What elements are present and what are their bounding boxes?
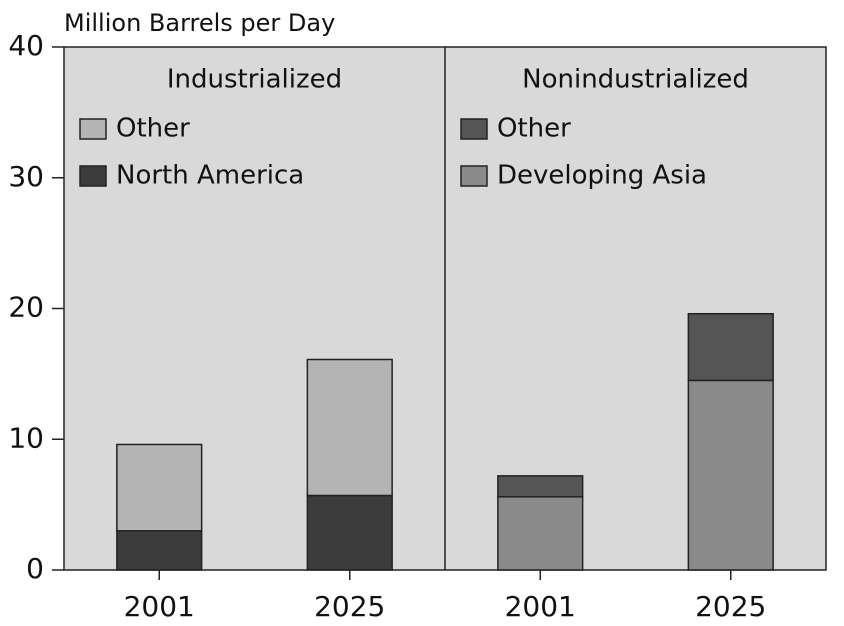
y-tick-label: 10 [8, 421, 44, 454]
x-tick-label: 2025 [695, 590, 766, 623]
bar-segment [497, 496, 584, 571]
y-tick-label: 0 [26, 552, 44, 585]
legend-swatch [79, 118, 107, 140]
panel-title: Nonindustrialized [522, 65, 749, 95]
x-tick-label: 2001 [505, 590, 576, 623]
legend-swatch [460, 118, 488, 140]
bar-segment [116, 530, 203, 571]
legend-label: Developing Asia [497, 161, 707, 191]
legend-swatch [460, 165, 488, 187]
legend-label: North America [116, 161, 304, 191]
y-tick-label: 30 [8, 160, 44, 193]
bar-segment [687, 379, 774, 571]
bar-segment [497, 475, 584, 498]
x-tick-label: 2001 [124, 590, 195, 623]
bar-segment [116, 443, 203, 532]
legend-label: Other [116, 114, 190, 144]
legend-label: Other [497, 114, 571, 144]
panel-title: Industrialized [167, 65, 342, 95]
y-axis-label: Million Barrels per Day [64, 9, 335, 37]
x-tick-label: 2025 [314, 590, 385, 623]
legend-swatch [79, 165, 107, 187]
bar-segment [306, 494, 393, 571]
bar-segment [687, 312, 774, 382]
y-tick-label: 20 [8, 291, 44, 324]
y-tick-label: 40 [8, 29, 44, 62]
bar-segment [306, 358, 393, 497]
